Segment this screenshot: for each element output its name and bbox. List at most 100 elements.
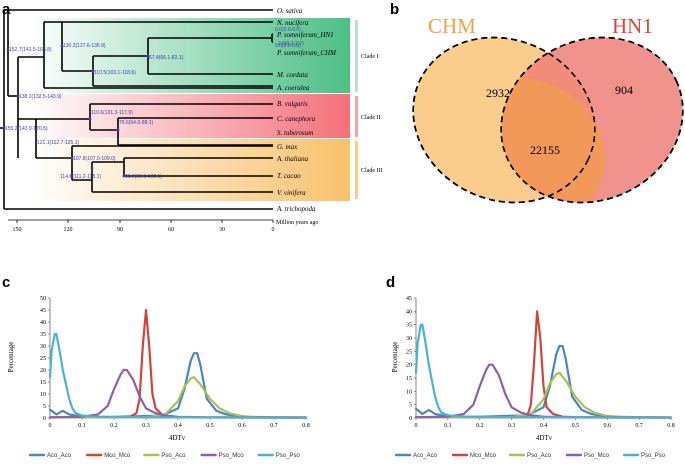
c-legend-label: Pso_Mco: [219, 453, 245, 459]
taxon-9: G. max: [277, 143, 298, 151]
c-xtick-label: 0.3: [142, 423, 150, 429]
clade-i-bar: [355, 20, 358, 92]
clade-iii-bar: [355, 141, 358, 199]
node-label-9: 79.6(54.0-98.1): [119, 120, 154, 126]
panel-a-phylogeny: a Clade I Clade II Clade III: [0, 1, 383, 233]
node-label-14: 91.9(69.0-102.1): [125, 174, 162, 180]
clade-ii-shade: [30, 94, 350, 138]
node-label-13: 114.6(111.2-118.1): [60, 174, 101, 180]
c-xtick-label: 0: [49, 423, 52, 429]
c-xtick-label: 0.8: [302, 423, 310, 429]
d-xtick-label: 0.1: [444, 423, 452, 429]
c-ytick-label: 25: [40, 356, 46, 362]
clade-i-label: Clade I: [361, 54, 379, 60]
clade-iii-label: Clade III: [361, 168, 383, 174]
taxon-7: C. canephora: [277, 115, 316, 123]
taxon-0: O. sativa: [277, 7, 303, 15]
c-legend-label: Mco_Mco: [104, 453, 131, 459]
d-ytick-label: 5: [409, 403, 412, 409]
taxon-3: P. somniferum_CHM: [276, 49, 337, 57]
d-xlabel: 4DTv: [536, 434, 553, 442]
panel-label-b: b: [390, 1, 399, 18]
c-series-aco-aco: [48, 352, 308, 419]
time-tick-30: 30: [219, 227, 225, 233]
c-legend-label: Pso_Aco: [161, 453, 186, 459]
clade-i-shade: [30, 18, 350, 93]
clade-iii-shade: [30, 139, 350, 201]
d-ytick-label: 20: [406, 363, 412, 369]
node-label-4: 2.6(0.7-2.7): [278, 41, 304, 47]
d-series-pso-mco: [414, 363, 673, 419]
taxon-11: T. cacao: [277, 172, 301, 180]
d-legend-label: Pso_Aco: [527, 453, 552, 459]
c-xlabel: 4DTv: [169, 434, 186, 442]
c-ytick-label: 0: [43, 416, 46, 422]
d-ytick-label: 45: [406, 296, 412, 302]
panel-b-venn: b CHM HN1 2932 904 22155: [390, 1, 684, 204]
d-xtick-label: 0.6: [604, 423, 612, 429]
c-legend: Aco_Aco Mco_Mco Pso_Aco Pso_Mco Pso_Pso: [28, 453, 301, 459]
taxon-13: A. trichopoda: [276, 205, 316, 213]
c-ylabel: Percentage: [7, 342, 15, 373]
d-ytick-label: 25: [406, 349, 412, 355]
time-tick-60: 60: [168, 227, 174, 233]
d-legend-label: Aco_Aco: [413, 453, 438, 459]
panel-label-d: d: [386, 274, 395, 291]
panel-d-4dtv-chart: d Percentage 4DTv 0 5 10 15 20 25 30 35 40 45 0 0.1…: [386, 274, 675, 459]
c-ytick-label: 15: [40, 380, 46, 386]
c-ytick-label: 30: [40, 344, 46, 350]
d-ylabel: Percentage: [391, 342, 399, 373]
d-legend-label: Mco_Mco: [470, 453, 497, 459]
d-ytick-label: 0: [409, 416, 412, 422]
c-ytick-label: 50: [40, 296, 46, 302]
taxon-4: M. cordata: [276, 71, 308, 79]
taxon-1: N. nucifera: [276, 19, 309, 27]
node-label-6: 110.5(103.1-118.6): [94, 70, 136, 76]
c-xtick-label: 0.1: [78, 423, 86, 429]
d-xtick-label: 0.4: [540, 423, 548, 429]
taxon-6: B. vulgaris: [277, 100, 308, 108]
node-label-8: 110.6(101.3-117.9): [91, 110, 133, 116]
venn-count-chm-only: 2932: [486, 86, 510, 100]
c-ytick-label: 20: [40, 368, 46, 374]
d-ytick-label: 35: [406, 323, 412, 329]
d-series-mco-mco: [414, 310, 673, 419]
taxon-10: A. thaliana: [276, 155, 309, 163]
d-ytick-label: 15: [406, 376, 412, 382]
d-ytick-label: 10: [406, 389, 412, 395]
taxon-5: A. coerulea: [276, 84, 310, 92]
c-ytick-label: 45: [40, 308, 46, 314]
node-label-10: 155.2(143.9-170.5): [5, 126, 48, 132]
c-ytick-label: 35: [40, 332, 46, 338]
c-xtick-label: 0.7: [270, 423, 278, 429]
node-label-7: 138.2(132.5-143.9): [19, 94, 62, 100]
d-xtick-label: 0.7: [635, 423, 643, 429]
node-label-5: 67.4(66.1-82.1): [149, 55, 184, 61]
d-ytick-label: 30: [406, 336, 412, 342]
panel-label-c: c: [2, 274, 10, 291]
tree-nodes: [2, 44, 150, 178]
time-tick-90: 90: [117, 227, 123, 233]
node-label-2: 0.0(0.0-0.0): [275, 27, 301, 33]
node-label-12: 107.8(107.0-109.0): [73, 156, 116, 162]
taxon-2: P. somniferum_HN1: [276, 31, 334, 39]
clade-ii-bar: [355, 96, 358, 137]
d-lines: [414, 310, 673, 419]
c-xtick-label: 0.5: [206, 423, 214, 429]
c-ytick-label: 40: [40, 320, 46, 326]
venn-count-hn1-only: 904: [615, 83, 633, 97]
node-label-0: 152.7(141.5-163.8): [9, 47, 52, 53]
time-tick-150: 150: [13, 227, 22, 233]
c-legend-label: Pso_Pso: [276, 453, 301, 459]
node-label-1: 130.2(127.6-135.9): [63, 43, 106, 49]
c-series-pso-aco: [48, 376, 308, 419]
time-tick-120: 120: [64, 227, 73, 233]
d-legend-label: Pso_Pso: [641, 453, 666, 459]
time-tick-0: 0: [272, 227, 275, 233]
taxon-8: S. tuberosum: [277, 129, 313, 137]
c-ytick-label: 5: [43, 404, 46, 410]
venn-label-hn1: HN1: [612, 14, 653, 38]
d-xtick-label: 0.8: [667, 423, 675, 429]
c-xtick-label: 0.4: [174, 423, 182, 429]
